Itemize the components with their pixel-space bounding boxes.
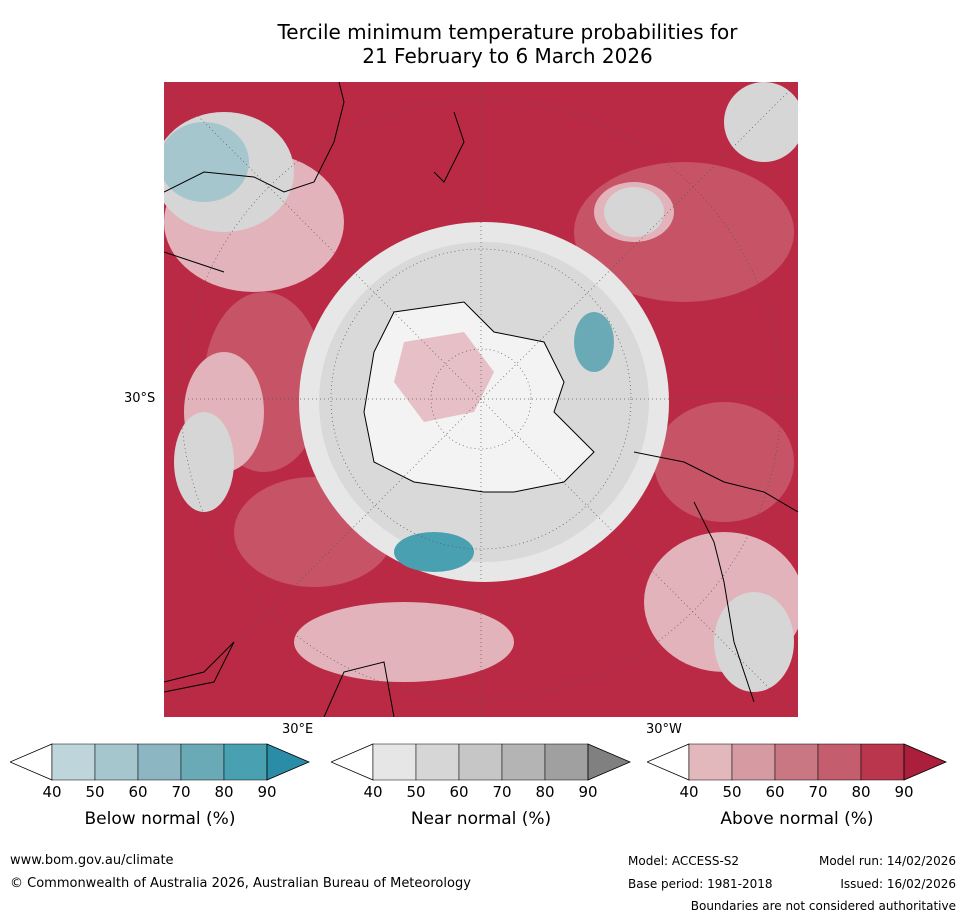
swatch-above-40 [688, 743, 733, 781]
swatch-near-70 [501, 743, 546, 781]
colorbar-above-label: Above normal (%) [720, 809, 874, 829]
tick-label: 80 [851, 783, 871, 801]
colorbar-near-swatches [331, 743, 631, 781]
title-line-2: 21 February to 6 March 2026 [362, 44, 653, 68]
swatch-near-50 [415, 743, 460, 781]
colorbar-near-label: Near normal (%) [410, 809, 552, 829]
swatch-below-50 [94, 743, 139, 781]
map-title: Tercile minimum temperature probabilitie… [0, 20, 965, 68]
tick-label: 40 [679, 783, 699, 801]
probability-map [10, 0, 952, 870]
model-run-text: Model run: 14/02/2026 [818, 854, 956, 868]
swatch-above-60 [774, 743, 819, 781]
colorbar-below-swatches [10, 743, 310, 781]
tick-label: 70 [492, 783, 512, 801]
tick-label: 40 [363, 783, 383, 801]
colorbar-below-label: Below normal (%) [84, 809, 236, 829]
swatch-below-60 [137, 743, 182, 781]
colorbar-above-swatches [647, 743, 947, 781]
model-text: Model: ACCESS-S2 [628, 854, 740, 868]
swatch-below-70 [180, 743, 225, 781]
tick-label: 90 [257, 783, 277, 801]
tick-label: 50 [722, 783, 742, 801]
tick-label: 90 [578, 783, 598, 801]
tick-label: 90 [894, 783, 914, 801]
tick-label: 60 [449, 783, 469, 801]
tick-label: 80 [535, 783, 555, 801]
tick-label: 80 [214, 783, 234, 801]
tick-label: 60 [765, 783, 785, 801]
colorbar-below-normal: 40 50 60 70 80 90 Below normal (%) [10, 743, 310, 829]
swatch-near-40 [372, 743, 417, 781]
swatch-above-80 [860, 743, 905, 781]
tick-label: 50 [406, 783, 426, 801]
disclaimer-text: Boundaries are not considered authoritat… [690, 899, 956, 913]
website-link[interactable]: www.bom.gov.au/climate [10, 853, 174, 868]
map-canvas [10, 0, 952, 870]
swatch-near-60 [458, 743, 503, 781]
swatch-below-80 [223, 743, 268, 781]
swatch-near-80 [544, 743, 589, 781]
tick-label: 70 [171, 783, 191, 801]
longitude-label-east: 30°E [282, 722, 314, 737]
tick-label: 60 [128, 783, 148, 801]
colorbar-above-normal: 40 50 60 70 80 90 Above normal (%) [647, 743, 947, 829]
tick-label: 70 [808, 783, 828, 801]
longitude-label-west: 30°W [646, 722, 682, 737]
latitude-label: 30°S [124, 391, 156, 406]
swatch-above-70 [817, 743, 862, 781]
copyright-text: © Commonwealth of Australia 2026, Austra… [10, 876, 471, 891]
swatch-above-50 [731, 743, 776, 781]
issued-text: Issued: 16/02/2026 [840, 877, 956, 891]
swatch-below-40 [51, 743, 96, 781]
tick-label: 40 [42, 783, 62, 801]
base-period-text: Base period: 1981-2018 [628, 877, 773, 891]
title-line-1: Tercile minimum temperature probabilitie… [277, 20, 738, 44]
tick-label: 50 [85, 783, 105, 801]
colorbar-near-normal: 40 50 60 70 80 90 Near normal (%) [331, 743, 631, 829]
